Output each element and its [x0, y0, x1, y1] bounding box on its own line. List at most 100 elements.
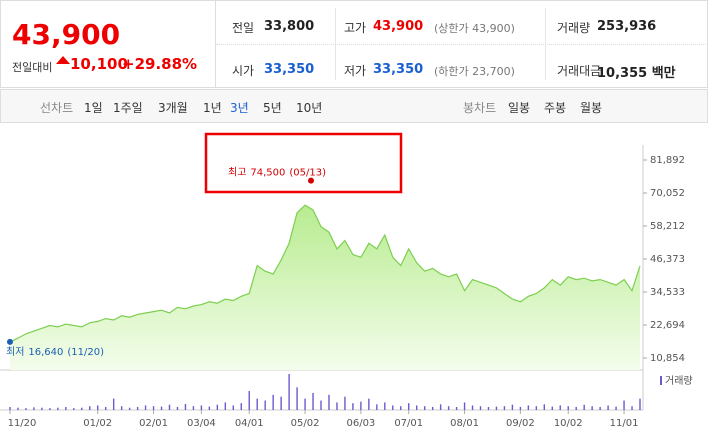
volume-bar [583, 404, 585, 410]
volume-bar [296, 387, 298, 410]
tab-group-label: 봉차트 [463, 101, 497, 115]
annotation-label: 최저 [6, 346, 24, 358]
info-label: 거래량 [557, 21, 591, 35]
annotation-dot [7, 338, 13, 345]
tab[interactable]: 1주일 [113, 101, 143, 115]
volume-bar [81, 407, 83, 410]
volume-bar [128, 407, 131, 410]
volume-bar [73, 408, 75, 410]
rate: +29.88% [122, 55, 198, 73]
volume-bar [49, 408, 51, 410]
volume-bar [423, 406, 426, 410]
x-tick-label: 11/20 [8, 418, 37, 429]
volume-bar [304, 398, 306, 410]
volume-bar [320, 400, 322, 410]
volume-bar [264, 400, 266, 410]
volume-bar [455, 406, 458, 410]
volume-bar [248, 391, 250, 410]
volume-bar [559, 405, 561, 410]
tab[interactable]: 10년 [296, 101, 323, 115]
volume-bar [168, 404, 171, 410]
x-tick-label: 06/03 [346, 418, 375, 429]
volume-bar [104, 406, 107, 410]
y-tick-label: 58,212 [650, 221, 685, 232]
volume-bar [120, 406, 123, 410]
change-label: 전일대비 [12, 61, 53, 74]
price-line [9, 204, 641, 343]
annotation-date: (11/20) [67, 347, 104, 358]
x-tick-label: 07/01 [394, 418, 423, 429]
price: 43,900 [12, 18, 121, 51]
volume-bar [543, 404, 546, 410]
volume-bar [368, 398, 370, 410]
y-tick-label: 22,694 [650, 320, 685, 331]
volume-bar [400, 406, 402, 410]
tab[interactable]: 주봉 [544, 101, 567, 115]
volume-bar [328, 394, 330, 410]
volume-bar [535, 406, 538, 410]
tab[interactable]: 1년 [203, 101, 222, 115]
volume-bar [41, 407, 43, 410]
tab[interactable]: 3년 [230, 101, 249, 115]
info-label: 저가 [344, 64, 367, 78]
volume-bar [495, 406, 498, 410]
volume-bar [360, 401, 362, 410]
volume-bar [567, 406, 569, 410]
tab[interactable]: 5년 [263, 101, 282, 115]
x-tick-label: 11/01 [610, 418, 639, 429]
volume-bar [256, 398, 258, 410]
volume-bar [288, 374, 290, 410]
volume-bar [607, 405, 609, 410]
info-value: 33,800 [264, 19, 315, 34]
annotation: 최고 74,500 (05/13) [228, 167, 326, 179]
annotation-value-label: 74,500 [250, 168, 285, 179]
volume-bar [527, 405, 530, 410]
volume-bar [631, 406, 633, 410]
change: 10,100 [70, 55, 128, 73]
volume-bar [575, 406, 577, 410]
y-tick-label: 46,373 [650, 254, 685, 265]
info-value: 10,355 백만 [597, 66, 676, 81]
annotation-label: 최고 [228, 167, 246, 179]
x-tick-label: 09/02 [506, 418, 535, 429]
info-label: 시가 [232, 64, 255, 78]
volume-bar [639, 398, 641, 410]
tab[interactable]: 3개월 [158, 101, 188, 115]
up-arrow [56, 56, 70, 64]
legend-label: 거래량 [665, 375, 693, 387]
volume-bar [152, 406, 155, 410]
x-tick-label: 10/02 [554, 418, 583, 429]
x-tick-label: 05/02 [291, 418, 320, 429]
tab[interactable]: 1일 [84, 101, 103, 115]
tab[interactable]: 일봉 [508, 101, 531, 115]
volume-bar [224, 402, 227, 410]
col-divider [335, 8, 336, 80]
volume-bar [344, 396, 346, 410]
annotation-value-label: 16,640 [28, 347, 63, 358]
volume-bar [184, 403, 187, 410]
volume-bar [33, 407, 35, 410]
volume-bar [471, 405, 474, 410]
info-value: 33,350 [373, 62, 424, 77]
volume-bar [463, 402, 466, 410]
info-label: 고가 [344, 21, 367, 35]
info-extra: (상한가 43,900) [434, 22, 515, 35]
x-tick-label: 01/02 [83, 418, 112, 429]
y-tick-label: 10,854 [650, 353, 685, 364]
x-tick-label: 03/04 [187, 418, 216, 429]
y-tick-label: 70,052 [650, 188, 685, 199]
area [10, 205, 640, 370]
annotation-dot [308, 177, 314, 184]
volume-bar [192, 406, 195, 410]
volume-bar [487, 406, 490, 410]
volume-bar [208, 406, 211, 410]
volume-bar [89, 406, 91, 410]
info-extra: (하한가 23,700) [434, 65, 515, 78]
tab[interactable]: 월봉 [580, 101, 603, 115]
volume-bar [623, 400, 625, 410]
volume-bar [57, 407, 59, 410]
y-tick-label: 81,892 [650, 155, 685, 166]
volume-bar [479, 406, 482, 410]
